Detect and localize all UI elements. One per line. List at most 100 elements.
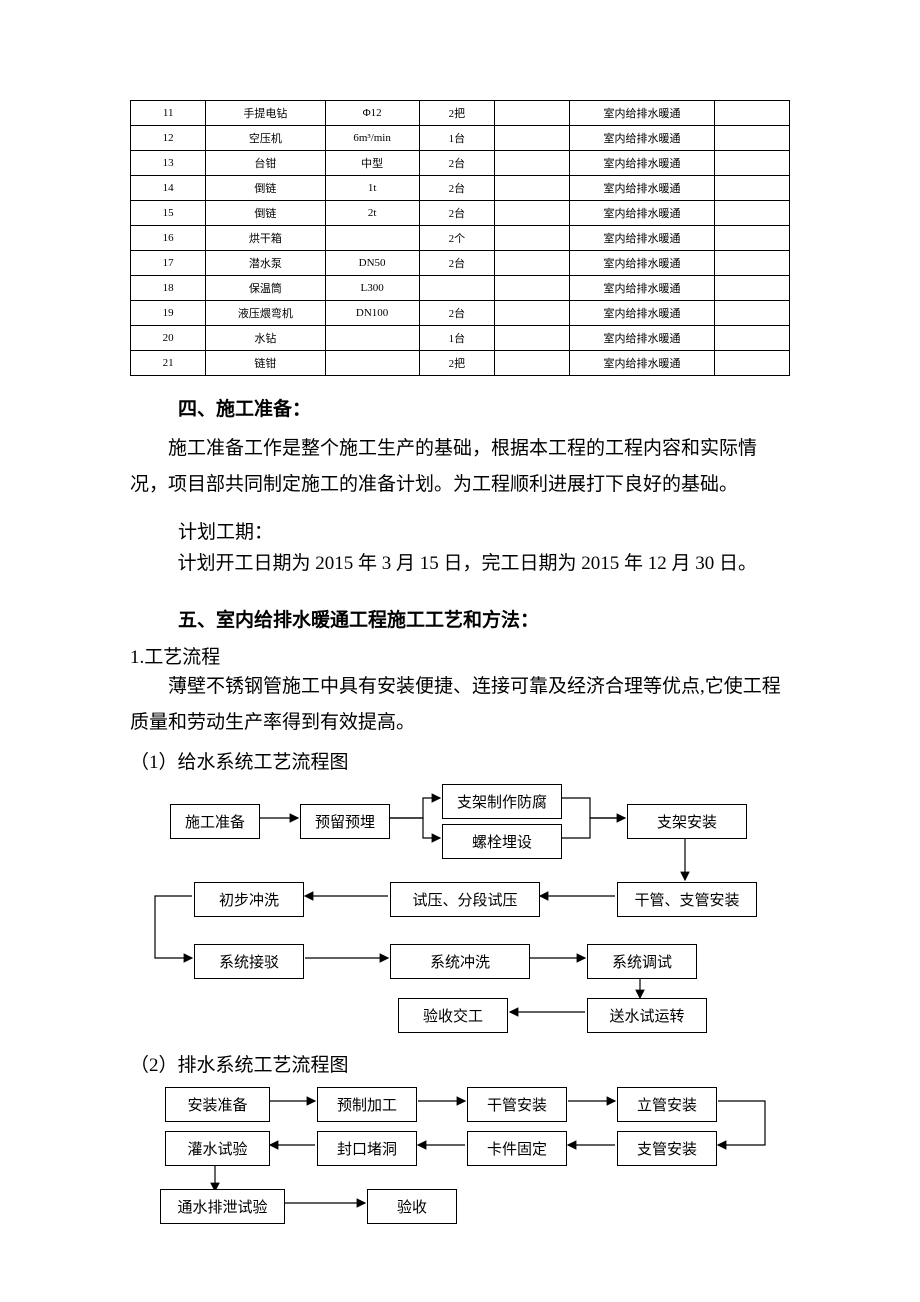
table-row: 21链钳2把室内给排水暖通 [131, 351, 790, 376]
flow1-box-pressure: 试压、分段试压 [390, 882, 540, 917]
table-cell [325, 226, 419, 251]
table-row: 18保温筒L300 室内给排水暖通 [131, 276, 790, 301]
table-cell: 2台 [419, 251, 494, 276]
table-cell: 6m³/min [325, 126, 419, 151]
flowchart-2: 安装准备 预制加工 干管安装 立管安装 支管安装 卡件固定 封口堵洞 灌水试验 … [140, 1083, 800, 1213]
table-cell: L300 [325, 276, 419, 301]
flow2-box-prefab: 预制加工 [317, 1087, 417, 1122]
section-5-1-paragraph: 薄壁不锈钢管施工中具有安装便捷、连接可靠及经济合理等优点,它使工程质量和劳动生产… [130, 669, 790, 741]
table-cell [495, 176, 570, 201]
table-cell [714, 301, 789, 326]
table-cell: 16 [131, 226, 206, 251]
flow2-box-water-test: 灌水试验 [165, 1131, 270, 1166]
flow2-box-branch: 支管安装 [617, 1131, 717, 1166]
flow1-box-accept: 验收交工 [398, 998, 508, 1033]
table-cell [714, 151, 789, 176]
table-row: 14倒链1t2台 室内给排水暖通 [131, 176, 790, 201]
table-cell: 室内给排水暖通 [570, 176, 714, 201]
table-cell: 中型 [325, 151, 419, 176]
table-cell: 室内给排水暖通 [570, 101, 714, 126]
table-cell: 2台 [419, 201, 494, 226]
table-cell [495, 251, 570, 276]
table-cell: 17 [131, 251, 206, 276]
table-cell: 1台 [419, 126, 494, 151]
table-cell: 室内给排水暖通 [570, 251, 714, 276]
table-cell: 倒链 [206, 201, 325, 226]
table-cell [325, 351, 419, 376]
table-cell [495, 301, 570, 326]
flow1-box-reserve: 预留预埋 [300, 804, 390, 839]
table-cell: 室内给排水暖通 [570, 276, 714, 301]
table-row: 13台钳中型2台室内给排水暖通 [131, 151, 790, 176]
table-cell [495, 151, 570, 176]
table-cell: 室内给排水暖通 [570, 126, 714, 151]
table-cell [714, 351, 789, 376]
flow2-box-main: 干管安装 [467, 1087, 567, 1122]
table-cell [714, 101, 789, 126]
table-cell [714, 276, 789, 301]
table-cell: DN100 [325, 301, 419, 326]
table-cell: 烘干箱 [206, 226, 325, 251]
table-row: 12空压机6m³/min1台 室内给排水暖通 [131, 126, 790, 151]
table-cell [714, 126, 789, 151]
table-cell: 13 [131, 151, 206, 176]
table-cell: 2台 [419, 151, 494, 176]
flow2-box-riser: 立管安装 [617, 1087, 717, 1122]
table-cell [325, 326, 419, 351]
table-cell [714, 226, 789, 251]
table-cell: 21 [131, 351, 206, 376]
flow2-box-prep: 安装准备 [165, 1087, 270, 1122]
table-cell [495, 201, 570, 226]
table-cell: 室内给排水暖通 [570, 301, 714, 326]
table-cell: 室内给排水暖通 [570, 151, 714, 176]
flow1-box-bolt: 螺栓埋设 [442, 824, 562, 859]
table-cell: Φ12 [325, 101, 419, 126]
flow1-box-connect: 系统接驳 [194, 944, 304, 979]
table-cell: 18 [131, 276, 206, 301]
flow1-box-bracket-install: 支架安装 [627, 804, 747, 839]
table-cell [495, 276, 570, 301]
flow1-box-debug: 系统调试 [587, 944, 697, 979]
table-cell: 保温筒 [206, 276, 325, 301]
flow2-box-accept: 验收 [367, 1189, 457, 1224]
flow1-box-initial-flush: 初步冲洗 [194, 882, 304, 917]
flow1-box-trial-run: 送水试运转 [587, 998, 707, 1033]
flow1-title: （1）给水系统工艺流程图 [130, 747, 790, 774]
table-cell: 室内给排水暖通 [570, 201, 714, 226]
table-cell: 19 [131, 301, 206, 326]
table-cell: 12 [131, 126, 206, 151]
table-cell: 2台 [419, 176, 494, 201]
table-cell: 室内给排水暖通 [570, 326, 714, 351]
table-cell: 2把 [419, 351, 494, 376]
section-5-1-label: 1.工艺流程 [130, 642, 790, 669]
table-cell: DN50 [325, 251, 419, 276]
table-row: 20水钻 1台 室内给排水暖通 [131, 326, 790, 351]
table-cell: 2台 [419, 301, 494, 326]
section-4-paragraph: 施工准备工作是整个施工生产的基础，根据本工程的工程内容和实际情况，项目部共同制定… [130, 431, 790, 503]
section-4-heading: 四、施工准备： [178, 394, 790, 421]
table-cell [714, 201, 789, 226]
table-cell: 空压机 [206, 126, 325, 151]
table-cell: 室内给排水暖通 [570, 226, 714, 251]
table-cell: 1台 [419, 326, 494, 351]
table-cell [495, 126, 570, 151]
table-cell [495, 226, 570, 251]
flow2-box-clamp: 卡件固定 [467, 1131, 567, 1166]
table-cell: 1t [325, 176, 419, 201]
flow1-box-bracket: 支架制作防腐 [442, 784, 562, 819]
table-cell: 11 [131, 101, 206, 126]
table-cell [714, 326, 789, 351]
table-cell: 2t [325, 201, 419, 226]
table-cell: 链钳 [206, 351, 325, 376]
flow1-box-sys-flush: 系统冲洗 [390, 944, 530, 979]
flow1-box-pipe-install: 干管、支管安装 [617, 882, 757, 917]
flow2-title: （2）排水系统工艺流程图 [130, 1050, 790, 1077]
table-cell: 水钻 [206, 326, 325, 351]
table-cell [495, 326, 570, 351]
table-cell: 液压煨弯机 [206, 301, 325, 326]
table-cell: 14 [131, 176, 206, 201]
flow1-box-prep: 施工准备 [170, 804, 260, 839]
table-cell: 倒链 [206, 176, 325, 201]
table-row: 16烘干箱2个室内给排水暖通 [131, 226, 790, 251]
table-cell: 20 [131, 326, 206, 351]
